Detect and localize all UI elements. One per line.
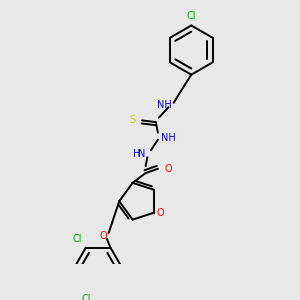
Text: Cl: Cl xyxy=(73,234,82,244)
Text: Cl: Cl xyxy=(187,11,196,21)
Text: O: O xyxy=(99,231,107,242)
Text: S: S xyxy=(129,116,135,125)
Text: Cl: Cl xyxy=(81,294,91,300)
Text: O: O xyxy=(157,208,164,218)
Text: NH: NH xyxy=(160,133,175,143)
Text: NH: NH xyxy=(157,100,172,110)
Text: N: N xyxy=(138,149,146,159)
Text: H: H xyxy=(133,149,140,159)
Text: O: O xyxy=(165,164,172,174)
